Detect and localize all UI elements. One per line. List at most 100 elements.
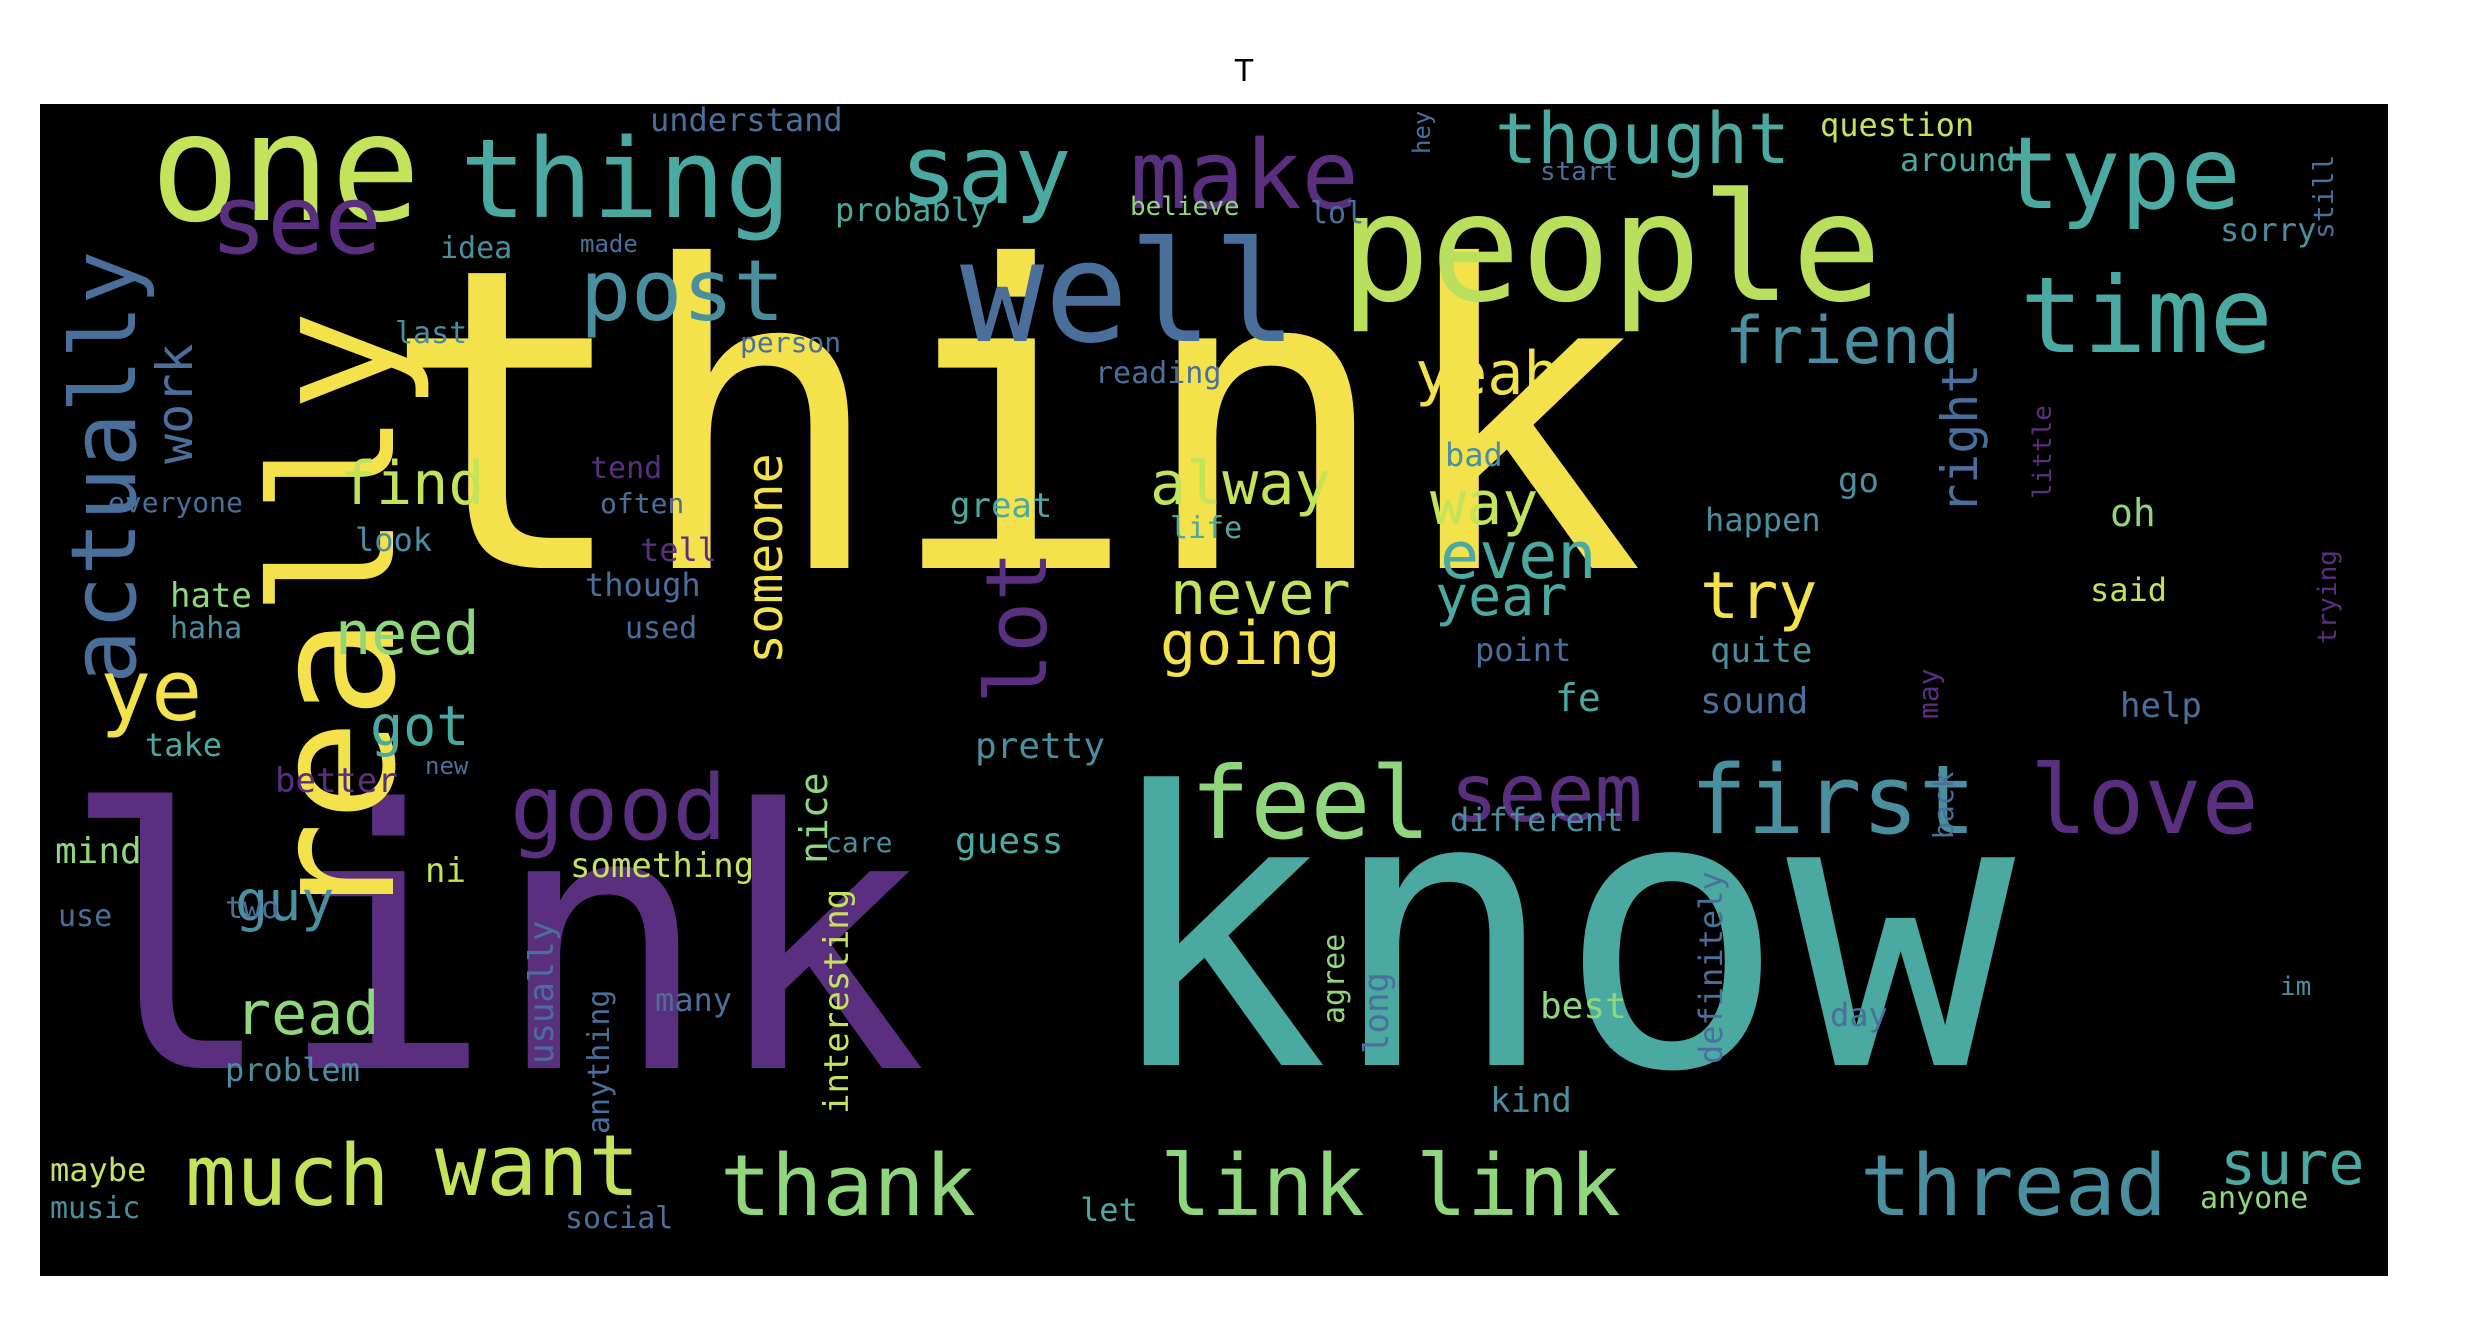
cloud-word: great [950, 486, 1053, 526]
cloud-word: im [2280, 972, 2312, 1002]
cloud-word: seem [1450, 747, 1643, 840]
cloud-word: read [235, 979, 380, 1049]
cloud-word: music [50, 1191, 141, 1226]
cloud-word: actually [52, 250, 157, 684]
cloud-word: anyone [2200, 1181, 2309, 1216]
cloud-word: link [60, 734, 927, 1153]
cloud-word: going [1160, 609, 1341, 679]
cloud-word: fe [1555, 676, 1601, 720]
cloud-word: look [355, 521, 433, 559]
cloud-word: tend [590, 451, 663, 486]
cloud-word: many [655, 981, 733, 1019]
cloud-word: guy [235, 869, 335, 933]
cloud-word: say [900, 116, 1072, 226]
cloud-word: sound [1700, 681, 1809, 722]
cloud-word: still [2307, 154, 2340, 239]
cloud-word: ni [425, 851, 466, 891]
cloud-word: something [570, 846, 755, 886]
word-cloud: think link know people really one well thing tim… [40, 104, 2388, 1276]
cloud-word: tell [640, 531, 718, 569]
cloud-word: social [565, 1201, 674, 1236]
cloud-word: make [1130, 121, 1359, 231]
cloud-word: trying [2313, 550, 2343, 644]
cloud-word: hey [1408, 110, 1436, 154]
cloud-word: probably [835, 191, 990, 229]
cloud-word: thread [1860, 1137, 2168, 1236]
cloud-word: good [510, 756, 727, 861]
cloud-word: know [1100, 712, 2016, 1155]
cloud-word: sorry [2220, 211, 2317, 249]
cloud-word: hate [170, 576, 252, 616]
cloud-word: friend [1725, 304, 1960, 379]
cloud-word: lot [968, 550, 1067, 704]
cloud-word: even [1440, 519, 1597, 594]
cloud-word: lol [1310, 196, 1365, 231]
cloud-word: first [1690, 746, 1976, 856]
cloud-word: try [1700, 559, 1818, 634]
cloud-word: feel [1190, 745, 1431, 862]
cloud-word: take [145, 726, 223, 764]
cloud-word: yeah [1415, 339, 1560, 409]
cloud-word: everyone [108, 486, 243, 519]
cloud-word: understand [650, 104, 843, 139]
cloud-word: think [380, 179, 1645, 668]
cloud-word: thank [720, 1137, 976, 1236]
cloud-word: type [2000, 115, 2241, 232]
cloud-word: oh [2110, 491, 2156, 535]
cloud-word: haha [170, 611, 243, 646]
cloud-word: around [1900, 141, 2016, 179]
cloud-word: quite [1710, 631, 1813, 671]
cloud-word: definitely [1692, 871, 1730, 1064]
cloud-word: used [625, 611, 698, 646]
cloud-word: someone [736, 453, 794, 664]
cloud-word: different [1450, 801, 1624, 839]
cloud-word: well [960, 212, 1298, 375]
cloud-word: often [600, 487, 685, 520]
cloud-word: go [1838, 461, 1879, 501]
cloud-word: problem [225, 1051, 360, 1089]
cloud-word: alway [1150, 449, 1331, 519]
cloud-word: year [1435, 564, 1568, 628]
cloud-word: see [210, 166, 382, 276]
cloud-word: may [1912, 668, 1945, 719]
cloud-word: person [740, 326, 842, 359]
cloud-word: people [1340, 162, 1882, 336]
cloud-word: day [1830, 996, 1888, 1034]
cloud-word: need [335, 599, 480, 669]
cloud-word: said [2090, 571, 2168, 609]
cloud-word: question [1820, 106, 1975, 144]
cloud-word: use [58, 899, 113, 934]
cloud-word: thought [1495, 104, 1791, 180]
cloud-word: happen [1705, 501, 1821, 539]
cloud-word: maybe [50, 1151, 147, 1189]
cloud-word: find [340, 449, 485, 519]
cloud-word: pretty [975, 726, 1106, 767]
cloud-word: back [1927, 771, 1960, 839]
cloud-word: bad [1445, 436, 1503, 474]
cloud-word: sure [2220, 1129, 2365, 1199]
cloud-word: thing [460, 115, 792, 243]
cloud-word: never [1170, 559, 1351, 629]
cloud-word: though [585, 566, 701, 604]
cloud-word: new [425, 752, 469, 780]
cloud-word: last [395, 316, 468, 351]
cloud-word: ye [100, 642, 203, 741]
cloud-word: want [435, 1117, 640, 1216]
cloud-word: idea [440, 231, 513, 266]
cloud-word: usually [522, 920, 562, 1064]
cloud-word: long [1357, 972, 1397, 1054]
cloud-word: much [185, 1127, 390, 1226]
cloud-word: reading [1095, 356, 1222, 391]
cloud-word: right [1931, 363, 1989, 514]
cloud-word: kind [1490, 1081, 1572, 1121]
cloud-word: little [2028, 405, 2058, 499]
chart-title: T [1234, 54, 1254, 89]
cloud-word: time [2020, 255, 2273, 377]
cloud-word: guess [955, 821, 1064, 862]
cloud-word: life [1170, 511, 1243, 546]
cloud-word: let [1080, 1191, 1138, 1229]
cloud-word: agree [1317, 933, 1352, 1024]
cloud-word: two [225, 891, 280, 926]
cloud-word: point [1475, 631, 1572, 669]
cloud-word: post [580, 242, 785, 341]
